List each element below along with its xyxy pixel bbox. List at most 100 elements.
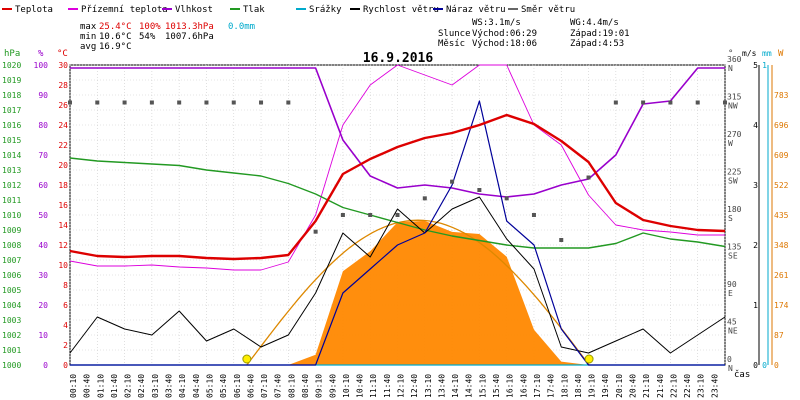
x-tick-label: 20:40 (629, 374, 638, 398)
hpa-tick-label: 1013 (2, 166, 21, 175)
pct-tick-label: 90 (38, 91, 48, 100)
x-tick-label: 00:40 (83, 374, 92, 398)
x-tick-label: 08:10 (287, 374, 296, 398)
legend-label-wind_dir: Směr větru (521, 5, 575, 15)
ms-tick-label: 3 (753, 181, 758, 190)
x-tick-label: 21:40 (656, 374, 665, 398)
hpa-tick-label: 1010 (2, 211, 21, 220)
x-tick-label: 05:10 (206, 374, 215, 398)
deg-tick-label: 270 (727, 130, 742, 139)
x-tick-label: 11:40 (383, 374, 392, 398)
deg-dir-label: NW (728, 102, 738, 111)
x-tick-label: 19:10 (588, 374, 597, 398)
stats-max-pressure: 1013.3hPa (165, 22, 214, 32)
hpa-tick-label: 1004 (2, 301, 21, 310)
stats-min-humidity: 54% (139, 32, 156, 42)
celsius-tick-label: 8 (63, 281, 68, 290)
ms-tick-label: 5 (753, 61, 758, 70)
chart-date-title: 16.9.2016 (363, 51, 434, 66)
hpa-tick-label: 1014 (2, 151, 21, 160)
x-tick-label: 09:10 (315, 374, 324, 398)
x-tick-label: 22:10 (669, 374, 678, 398)
deg-tick-label: 45 (727, 318, 737, 327)
celsius-tick-label: 26 (58, 101, 68, 110)
x-tick-label: 20:10 (615, 374, 624, 398)
deg-tick-label: 225 (727, 168, 742, 177)
wind-direction-point (586, 175, 591, 180)
x-tick-label: 03:10 (151, 374, 160, 398)
hpa-tick-label: 1011 (2, 196, 21, 205)
x-tick-label: 04:10 (178, 374, 187, 398)
x-tick-label: 14:10 (451, 374, 460, 398)
hpa-tick-label: 1020 (2, 61, 21, 70)
celsius-tick-label: 2 (63, 341, 68, 350)
x-tick-label: 18:40 (574, 374, 583, 398)
stats-max-humidity: 100% (139, 22, 161, 32)
wind-direction-point (695, 100, 700, 105)
x-tick-label: 02:40 (137, 374, 146, 398)
legend: Teplota Přízemní teplota Vlhkost Tlak Srážky… (2, 5, 575, 15)
wind-direction-point (450, 179, 455, 184)
series-line-rychlost-větru (69, 196, 726, 354)
x-tick-label: 16:40 (519, 374, 528, 398)
info-block: WS:3.1m/s WG:4.4m/s Slunce Východ:06:29 … (438, 18, 630, 49)
x-tick-label: 04:40 (192, 374, 201, 398)
hpa-tick-label: 1000 (2, 361, 21, 370)
moon-label: Měsíc (438, 39, 465, 49)
wind-direction-point (422, 196, 427, 201)
pct-tick-label: 70 (38, 151, 48, 160)
celsius-tick-label: 6 (63, 301, 68, 310)
x-tick-label: 19:40 (601, 374, 610, 398)
w-tick-label: 696 (774, 121, 789, 130)
celsius-tick-label: 20 (58, 161, 68, 170)
deg-tick-label: 315 (727, 93, 742, 102)
deg-tick-label: 90 (727, 280, 737, 289)
hpa-tick-label: 1018 (2, 91, 21, 100)
sun-set: Západ:19:01 (570, 29, 630, 39)
x-tick-label: 17:40 (547, 374, 556, 398)
wind-direction-point (668, 100, 673, 105)
x-tick-label: 07:10 (260, 374, 269, 398)
moon-rise: Východ:18:06 (472, 39, 537, 49)
hpa-tick-label: 1005 (2, 286, 21, 295)
celsius-tick-label: 28 (58, 81, 68, 90)
x-tick-label: 01:10 (96, 374, 105, 398)
solar-radiation-layer (70, 219, 725, 366)
wind-direction-point (531, 213, 536, 217)
x-tick-label: 21:10 (642, 374, 651, 398)
x-tick-label: 10:40 (356, 374, 365, 398)
x-tick-label: 00:10 (69, 374, 78, 398)
celsius-tick-label: 4 (63, 321, 68, 330)
w-unit-label: W (778, 49, 784, 59)
series-line-tlak (69, 157, 726, 249)
ms-tick-label: 2 (753, 241, 758, 250)
x-axis-label: čas (734, 369, 750, 380)
x-tick-label: 06:40 (246, 374, 255, 398)
hpa-tick-label: 1003 (2, 316, 21, 325)
deg-dir-label: N (728, 64, 733, 73)
deg-tick-label: 180 (727, 205, 742, 214)
wind-direction-point (477, 188, 482, 192)
x-tick-label: 13:10 (424, 374, 433, 398)
wind-direction-point (340, 213, 345, 217)
ms-tick-label: 1 (753, 301, 758, 310)
hpa-tick-label: 1006 (2, 271, 21, 280)
celsius-tick-label: 12 (58, 241, 68, 250)
stats-block: max min avg 25.4°C 10.6°C 16.9°C 100% 54… (80, 22, 255, 52)
stats-avg-temp: 16.9°C (99, 42, 132, 52)
sun-elevation-curve (246, 219, 590, 366)
mm-tick-label: 1 (762, 61, 767, 70)
w-tick-label: 348 (774, 241, 789, 250)
deg-dir-label: SE (728, 252, 738, 261)
wind-direction-point (68, 100, 72, 105)
celsius-tick-label: 24 (58, 121, 68, 130)
wind-direction-point (122, 100, 127, 105)
pct-tick-label: 80 (38, 121, 48, 130)
deg-dir-label: N (728, 364, 733, 373)
series-line-vlhkost (70, 67, 725, 198)
hpa-tick-label: 1001 (2, 346, 21, 355)
wind-direction-point (395, 213, 400, 217)
x-tick-label: 14:40 (465, 374, 474, 398)
x-tick-label: 17:10 (533, 374, 542, 398)
